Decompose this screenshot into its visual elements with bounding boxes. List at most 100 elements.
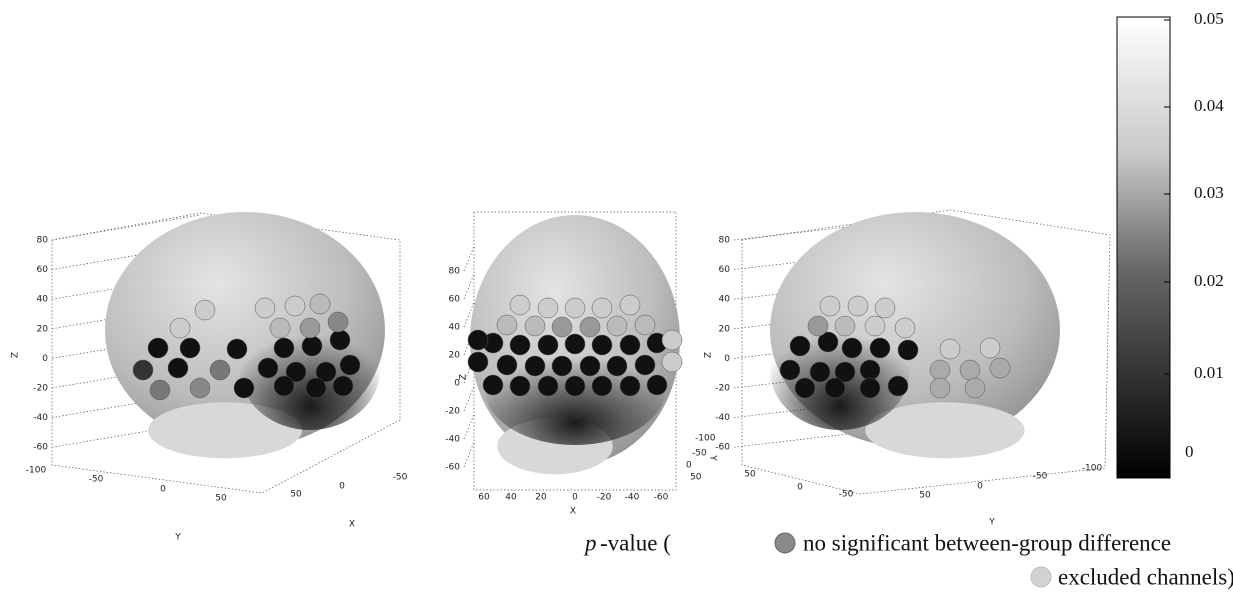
channel (795, 378, 815, 398)
channel (592, 376, 612, 396)
channel (790, 336, 810, 356)
z-tick-label: -60 (445, 463, 460, 473)
channel (510, 295, 530, 315)
channel (835, 316, 855, 336)
z-tick-label: 0 (724, 354, 730, 364)
grid-line (464, 386, 474, 411)
channel (150, 380, 170, 400)
z-tick-label: 20 (449, 351, 461, 361)
y-tick-label: 0 (686, 461, 692, 471)
x-tick-label: -20 (597, 493, 612, 503)
channel (607, 316, 627, 336)
grid-line (464, 246, 474, 271)
channel (888, 376, 908, 396)
y-tick-label: 0 (797, 483, 803, 493)
channel (810, 362, 830, 382)
z-tick-label: 40 (37, 295, 49, 305)
channel (274, 338, 294, 358)
y-axis-label: Y (174, 533, 181, 543)
channel (635, 355, 655, 375)
colorbar-tick-label: 0.05 (1194, 9, 1224, 28)
channel (210, 360, 230, 380)
channel (525, 316, 545, 336)
channel (565, 298, 585, 318)
channel (620, 335, 640, 355)
colorbar-tick-label: 0.04 (1194, 96, 1224, 115)
channel (170, 318, 190, 338)
channel (662, 330, 682, 350)
channel (552, 356, 572, 376)
y-tick-label: 50 (215, 494, 227, 504)
x-tick-label: 40 (505, 493, 517, 503)
x-tick-label: 20 (535, 493, 547, 503)
legend-icon-excluded (1031, 567, 1051, 587)
x-tick-label: 50 (919, 491, 931, 501)
channel (285, 296, 305, 316)
z-tick-label: -40 (33, 413, 48, 423)
y-tick-label: -100 (695, 434, 716, 444)
channel (306, 378, 326, 398)
channel (328, 312, 348, 332)
channel (860, 378, 880, 398)
channel (195, 300, 215, 320)
z-tick-label: 60 (37, 265, 49, 275)
z-tick-label: 60 (719, 265, 731, 275)
brain-panel: 806040200-20-40-60-100-50050500-50ZYX (11, 212, 408, 543)
channel (592, 335, 612, 355)
channel (468, 330, 488, 350)
channel (538, 376, 558, 396)
channel (990, 358, 1010, 378)
figure: 806040200-20-40-60-100-50050500-50ZYX806… (0, 0, 1233, 596)
channel (808, 316, 828, 336)
legend-nonsig: no significant between-group difference (803, 530, 1171, 555)
colorbar: 0.050.040.030.020.010 (1117, 9, 1224, 478)
z-tick-label: 80 (449, 267, 461, 277)
channel (580, 317, 600, 337)
z-tick-label: -40 (445, 435, 460, 445)
x-tick-label: 50 (290, 490, 302, 500)
channel (148, 338, 168, 358)
x-tick-label: -60 (654, 493, 669, 503)
colorbar-tick-label: 0.01 (1194, 363, 1224, 382)
y-axis-label: Y (988, 518, 995, 528)
channel (510, 376, 530, 396)
x-tick-label: -100 (1082, 464, 1103, 474)
z-tick-label: 20 (37, 324, 49, 334)
colorbar-tick-label: 0.02 (1194, 271, 1224, 290)
channel (980, 338, 1000, 358)
colorbar-tick-label: 0.03 (1194, 183, 1224, 202)
channel (330, 330, 350, 350)
x-tick-label: -50 (393, 473, 408, 483)
channel (592, 298, 612, 318)
legend-prefix: -value ( (600, 530, 671, 555)
legend-excluded: excluded channels) (1058, 564, 1233, 589)
channel (662, 352, 682, 372)
channel (133, 360, 153, 380)
channel (168, 358, 188, 378)
channel (620, 295, 640, 315)
channel (274, 376, 294, 396)
x-tick-label: 0 (977, 482, 983, 492)
channel (635, 315, 655, 335)
grid-line (464, 414, 474, 439)
channel (538, 298, 558, 318)
channel (820, 296, 840, 316)
z-tick-label: -20 (715, 384, 730, 394)
legend-p: p (583, 530, 597, 555)
channel (607, 356, 627, 376)
channel (870, 338, 890, 358)
brain-panel: 806040200-20-40-60500-50500-50-100ZY (704, 210, 1111, 528)
channel (340, 355, 360, 375)
grid-line (464, 274, 474, 299)
channel (525, 356, 545, 376)
z-tick-label: 60 (449, 295, 461, 305)
x-tick-label: 0 (572, 493, 578, 503)
channel (302, 336, 322, 356)
x-axis-label: X (349, 520, 355, 530)
y-tick-label: -50 (839, 490, 854, 500)
channel (497, 355, 517, 375)
channel (310, 294, 330, 314)
z-tick-label: -60 (33, 443, 48, 453)
z-tick-label: 0 (42, 354, 48, 364)
canvas: 806040200-20-40-60-100-50050500-50ZYX806… (0, 0, 1233, 596)
